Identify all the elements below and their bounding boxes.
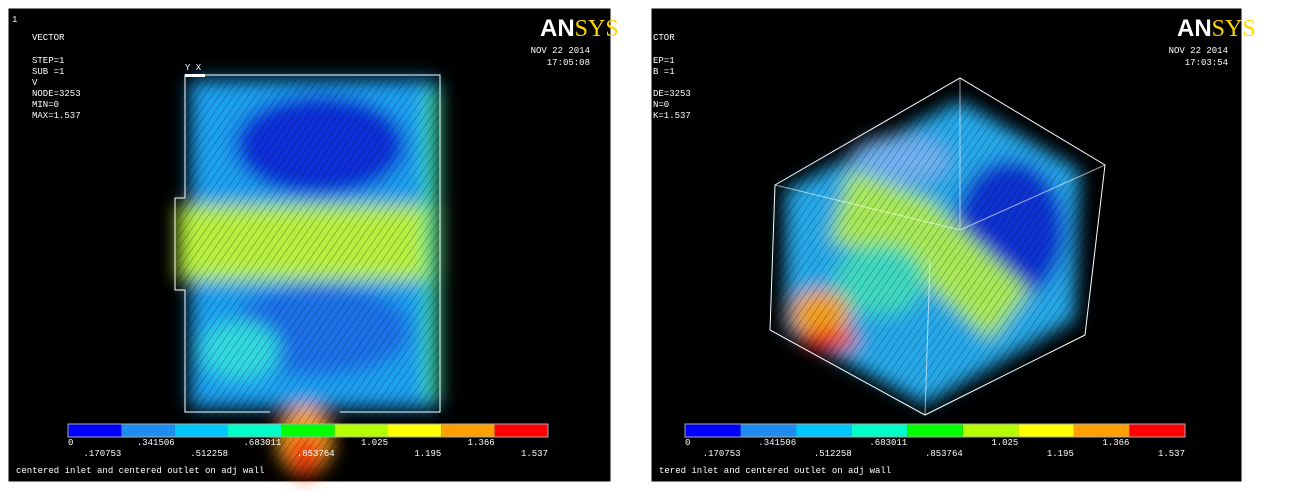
model-outline (174, 74, 441, 413)
time: 17:03:54 (1185, 58, 1228, 68)
ansys-logo: ANSYS (1177, 15, 1256, 42)
legend-label: .341506 (758, 438, 796, 448)
legend-label: 1.025 (991, 438, 1018, 448)
date: NOV 22 2014 (531, 46, 590, 56)
logo-an: AN (540, 15, 575, 42)
legend-label: 1.195 (414, 449, 441, 459)
header-line: CTOR (653, 33, 675, 43)
caption: centered inlet and centered outlet on ad… (16, 466, 264, 476)
legend-swatch (962, 424, 1019, 437)
legend-swatch (174, 424, 228, 437)
vector-arrows (770, 78, 1105, 415)
date: NOV 22 2014 (1169, 46, 1228, 56)
header-line: V (32, 78, 38, 88)
caption: tered inlet and centered outlet on adj w… (659, 466, 891, 476)
legend-frame (684, 423, 1186, 438)
header-line: VECTOR (32, 33, 65, 43)
legend-swatch (281, 424, 335, 437)
legend-label: .683011 (869, 438, 907, 448)
header-line: EP=1 (653, 56, 675, 66)
legend-swatch (388, 424, 442, 437)
legend-label: 1.537 (521, 449, 548, 459)
header-line: B =1 (653, 67, 675, 77)
legend-label: 1.537 (1158, 449, 1185, 459)
legend-label: 0 (685, 438, 690, 448)
window-number: 1 (12, 15, 17, 25)
header-line: STEP=1 (32, 56, 64, 66)
legend-swatch (851, 424, 908, 437)
header-line: MAX=1.537 (32, 111, 81, 121)
header-line: NODE=3253 (32, 89, 81, 99)
legend-label: .853764 (925, 449, 963, 459)
legend-swatch (1073, 424, 1130, 437)
ansys-logo: ANSYS (540, 15, 619, 42)
triad-bar (185, 74, 205, 77)
legend-swatch (121, 424, 175, 437)
legend-swatch (228, 424, 282, 437)
legend-label: 1.195 (1047, 449, 1074, 459)
legend-swatch (441, 424, 495, 437)
legend-swatch (907, 424, 963, 437)
logo-sys: SYS (1212, 16, 1256, 42)
time: 17:05:08 (547, 58, 590, 68)
logo-an: AN (1177, 15, 1212, 42)
legend-label: 1.366 (468, 438, 495, 448)
legend-swatch (494, 424, 548, 437)
legend-frame (67, 423, 549, 438)
legend-swatch (796, 424, 852, 437)
legend-label: .170753 (703, 449, 741, 459)
legend-label: 1.366 (1102, 438, 1129, 448)
legend-label: .512258 (814, 449, 852, 459)
header-line: MIN=0 (32, 100, 59, 110)
vector-arrows (178, 80, 440, 480)
logo-sys: SYS (575, 16, 619, 42)
header-line: N=0 (653, 100, 669, 110)
legend-label: 1.025 (361, 438, 388, 448)
legend-swatch (740, 424, 797, 437)
legend-swatch (68, 424, 122, 437)
axis-triad: Y X (185, 63, 202, 73)
legend-label: .853764 (297, 449, 335, 459)
legend-swatch (334, 424, 388, 437)
legend-label: 0 (68, 438, 73, 448)
legend-label: .341506 (137, 438, 175, 448)
legend-swatch (1018, 424, 1074, 437)
legend-swatch (685, 424, 741, 437)
legend-label: .683011 (244, 438, 282, 448)
model-outline (769, 77, 1106, 416)
legend-swatch (1129, 424, 1185, 437)
header-line: DE=3253 (653, 89, 691, 99)
header-line: SUB =1 (32, 67, 64, 77)
header-line: K=1.537 (653, 111, 691, 121)
legend-label: .512258 (190, 449, 228, 459)
legend-label: .170753 (84, 449, 122, 459)
